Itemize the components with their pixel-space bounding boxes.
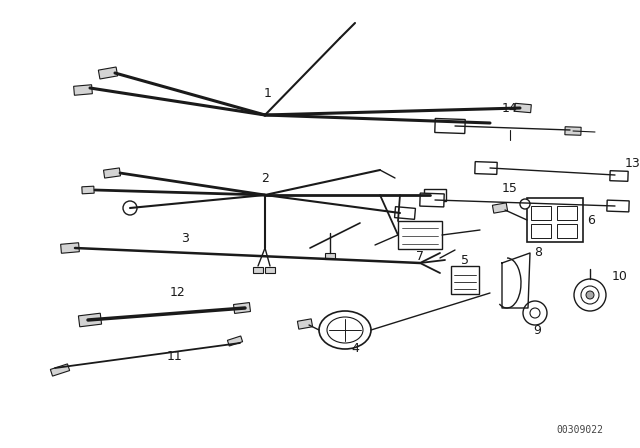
Circle shape <box>520 199 530 209</box>
Bar <box>557 224 577 238</box>
Text: 00309022: 00309022 <box>557 425 604 435</box>
Bar <box>253 267 263 273</box>
Bar <box>298 319 312 329</box>
Circle shape <box>523 301 547 325</box>
Bar <box>610 171 628 181</box>
Text: 13: 13 <box>625 156 640 169</box>
Bar <box>531 206 551 220</box>
Bar <box>82 186 94 194</box>
Text: 1: 1 <box>264 86 272 99</box>
Circle shape <box>574 279 606 311</box>
Bar <box>515 103 531 113</box>
Bar <box>451 266 479 294</box>
Text: 9: 9 <box>533 324 541 337</box>
Text: 5: 5 <box>461 254 469 267</box>
Bar <box>527 198 583 242</box>
Circle shape <box>586 291 594 299</box>
Bar <box>424 189 446 201</box>
Bar <box>398 221 442 249</box>
Bar <box>99 67 118 79</box>
Bar <box>325 253 335 259</box>
Bar <box>74 85 92 95</box>
Text: 11: 11 <box>167 349 183 362</box>
Bar <box>265 267 275 273</box>
Bar <box>79 313 102 327</box>
Bar <box>394 207 415 220</box>
Text: 4: 4 <box>351 341 359 354</box>
Bar <box>227 336 243 346</box>
Text: 15: 15 <box>502 181 518 194</box>
Bar <box>531 224 551 238</box>
Bar <box>435 118 465 134</box>
Text: 8: 8 <box>534 246 542 259</box>
Text: 3: 3 <box>181 232 189 245</box>
Bar <box>61 243 79 253</box>
Bar <box>565 127 581 135</box>
Bar <box>492 203 508 213</box>
Text: 2: 2 <box>261 172 269 185</box>
Bar <box>475 162 497 174</box>
Bar <box>420 193 444 207</box>
Bar <box>234 302 250 314</box>
Text: 14: 14 <box>502 102 518 115</box>
Text: 10: 10 <box>612 271 628 284</box>
Bar <box>557 206 577 220</box>
Text: 6: 6 <box>587 214 595 227</box>
Text: 12: 12 <box>170 287 186 300</box>
Text: 7: 7 <box>416 250 424 263</box>
Bar <box>607 200 629 212</box>
Bar <box>51 364 70 376</box>
Bar <box>104 168 120 178</box>
